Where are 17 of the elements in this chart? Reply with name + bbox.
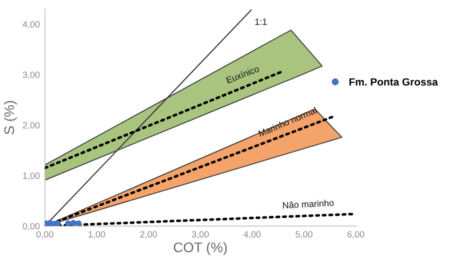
x-tick-label: 2,00 xyxy=(140,231,157,239)
y-tick-label: 3,00 xyxy=(22,72,40,80)
y-tick-label: 2,00 xyxy=(22,122,40,130)
y-axis-title: S (%) xyxy=(4,101,17,134)
y-tick-label: 1,00 xyxy=(23,172,40,180)
x-axis-title: COT (%) xyxy=(174,242,227,256)
y-tick-label: 0,00 xyxy=(22,223,40,230)
x-tick-label: 0,00 xyxy=(36,231,54,239)
y-tick-label: 4,00 xyxy=(22,21,40,29)
x-tick-label: 6,00 xyxy=(348,231,364,239)
annotation: 1:1 xyxy=(255,18,267,25)
x-tick-label: 1,00 xyxy=(88,231,106,239)
x-tick-label: 5,00 xyxy=(296,231,312,239)
legend-label: Fm. Ponta Grossa xyxy=(349,78,438,86)
x-tick-label: 4,00 xyxy=(244,231,261,239)
annotation: Não marinho xyxy=(282,199,334,209)
x-tick-label: 3,00 xyxy=(192,231,209,239)
